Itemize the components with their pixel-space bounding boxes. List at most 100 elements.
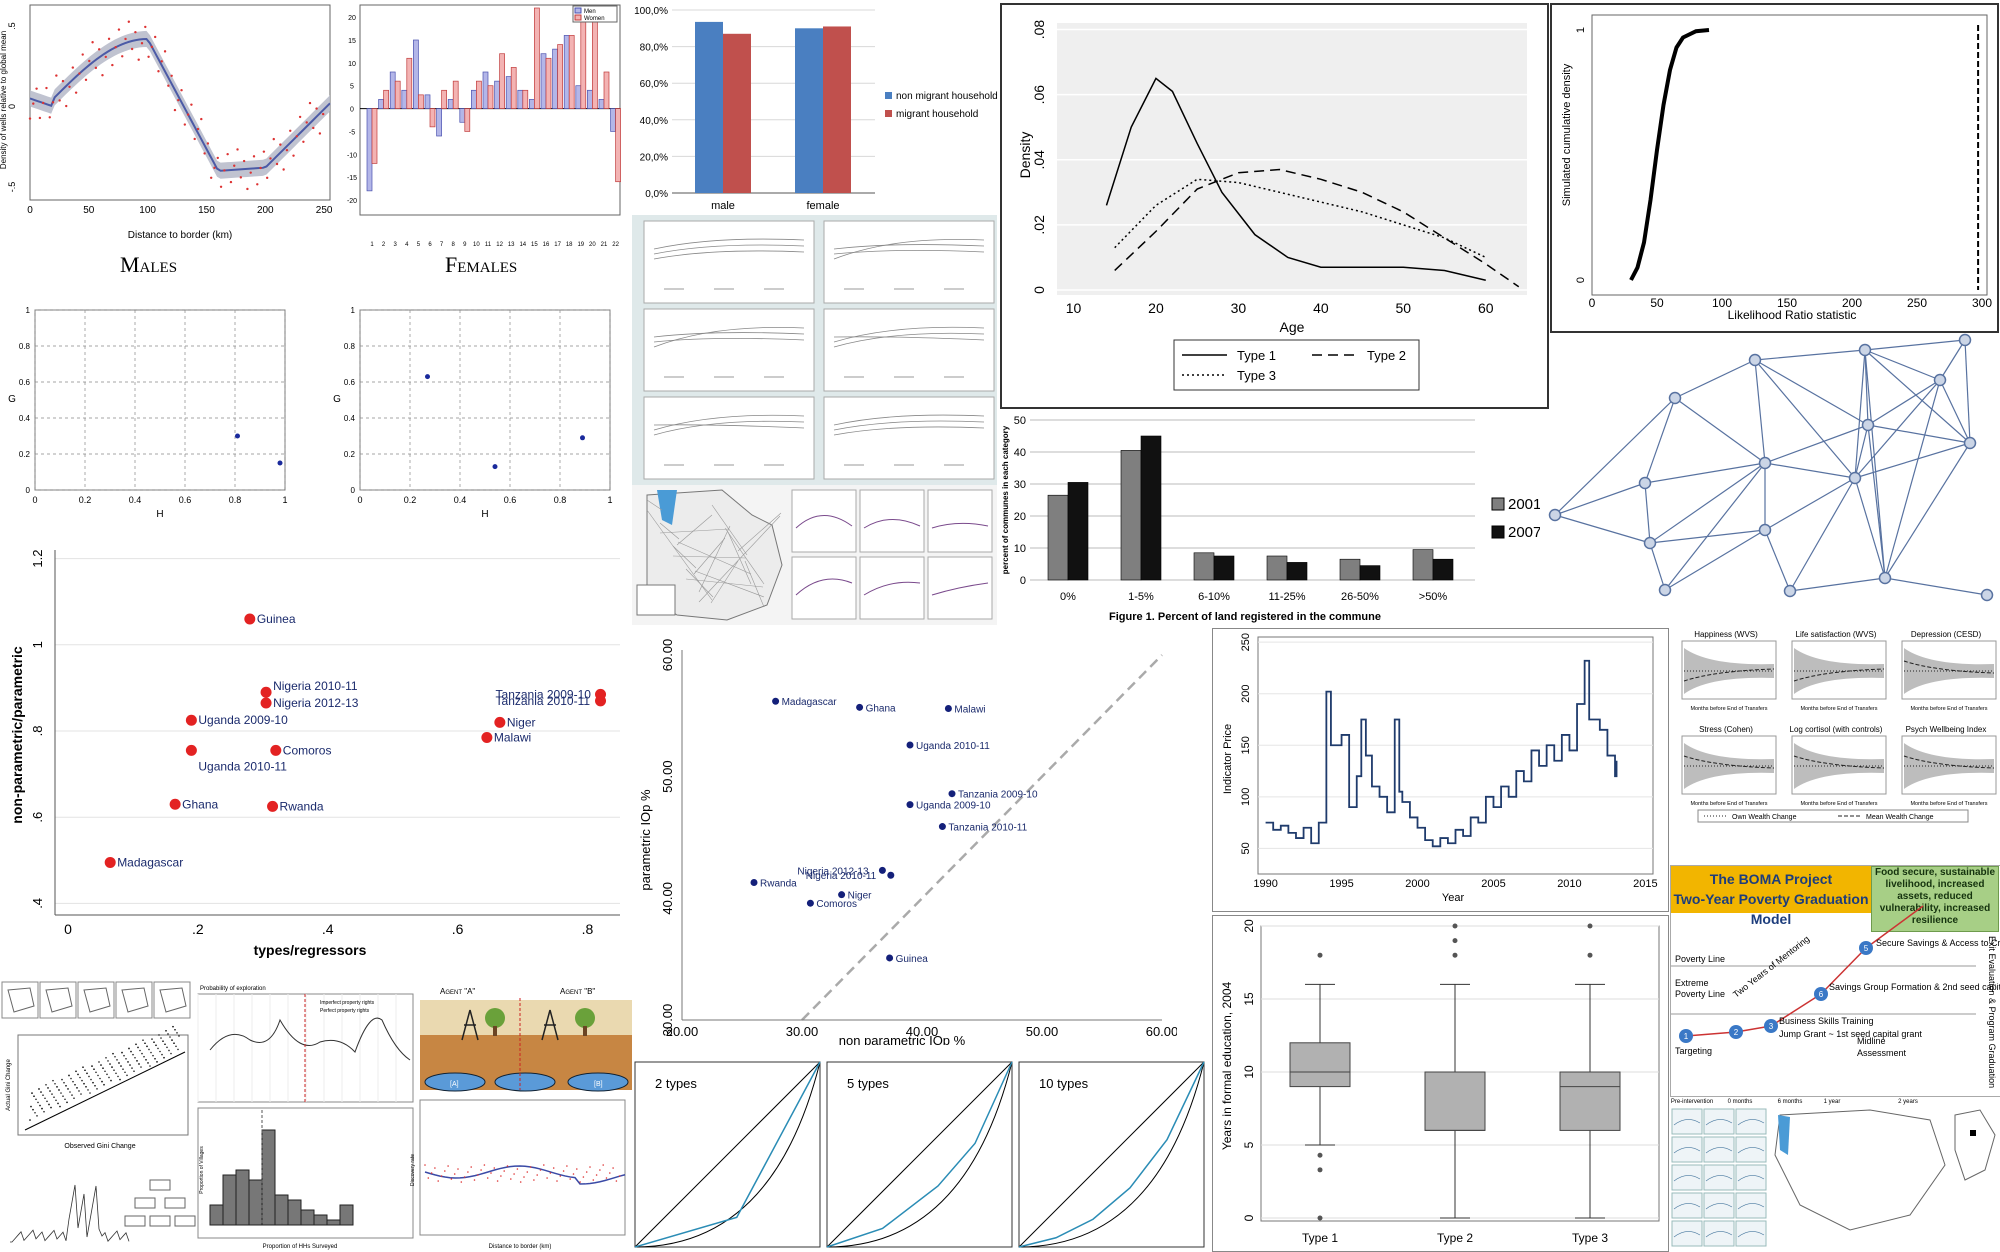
data-point — [167, 1033, 169, 1035]
gh-left-chart: 0 0.2 0.4 0.6 0.8 1 0 0.2 0.4 0.6 0.8 1 H G — [8, 306, 287, 520]
histogram-bar — [313, 1214, 328, 1226]
data-point — [166, 1046, 168, 1049]
data-point — [592, 1179, 595, 1181]
point-label: Niger — [848, 891, 873, 902]
males-chart-panel: 0 50 100 150 200 250 .5 0 -.5 Distance to border … — [0, 0, 340, 285]
data-point — [66, 1101, 68, 1104]
data-point — [146, 1045, 148, 1048]
y-tick-label: 250 — [1240, 633, 1252, 651]
network-edge — [1964, 339, 1971, 444]
data-point — [500, 1175, 502, 1177]
data-point — [157, 1047, 159, 1050]
data-point — [444, 1170, 446, 1172]
data-point — [59, 1105, 61, 1108]
x-axis-label: Distance to border (km) — [128, 230, 232, 241]
x-tick-label: 2010 — [1557, 878, 1581, 890]
tree-trunk — [493, 1026, 497, 1036]
data-point — [129, 1064, 131, 1066]
region-border — [724, 527, 765, 585]
data-point — [45, 86, 48, 90]
y-tick-label: 40,0% — [640, 116, 668, 127]
data-point — [68, 1074, 70, 1077]
tree-trunk — [583, 1026, 587, 1036]
iop-compare-chart: 20.00 30.00 40.00 50.00 60.0030.0040.0050.00… — [638, 639, 1177, 1045]
data-point — [236, 148, 239, 151]
data-point — [559, 1175, 562, 1177]
mini-line — [833, 414, 985, 426]
data-point — [116, 1059, 118, 1061]
males-title: Males — [120, 252, 178, 277]
region-border — [710, 560, 739, 604]
confidence-band — [30, 30, 330, 179]
panel-title: Log cortisol (with controls) — [1790, 725, 1883, 734]
thumbnail-line — [1673, 1119, 1701, 1126]
data-point — [106, 1073, 108, 1076]
step-label: Secure Savings & Access to Credit — [1876, 938, 2000, 948]
y-tick-label: 5 — [350, 84, 354, 91]
x-axis-label: Age — [1280, 319, 1305, 335]
data-point — [110, 1079, 112, 1082]
y-axis-label: Density of wells relative to global mean — [0, 31, 8, 169]
equality-line — [826, 1061, 1013, 1248]
data-point — [49, 1090, 51, 1092]
data-point — [97, 1074, 99, 1077]
step-node — [1814, 987, 1828, 1001]
data-point — [580, 435, 585, 441]
lake — [657, 490, 677, 525]
data-point — [618, 1175, 621, 1177]
data-point — [156, 1061, 158, 1063]
data-point — [137, 1046, 139, 1049]
data-point — [83, 1082, 85, 1085]
region-label: [A] — [450, 1081, 459, 1088]
data-point — [133, 1070, 135, 1072]
data-point — [131, 1067, 133, 1069]
network-node — [1643, 536, 1657, 550]
data-point — [31, 1092, 33, 1094]
data-point — [71, 1094, 73, 1096]
bar-women — [383, 89, 389, 109]
x-tick-label: 20 — [1148, 300, 1164, 316]
x-axis-label: H — [481, 509, 488, 520]
thumbnail-line — [1737, 1119, 1765, 1126]
data-point — [260, 686, 272, 698]
x-tick-label: 1 — [370, 242, 374, 248]
data-point — [493, 1167, 496, 1169]
data-point — [43, 1110, 45, 1113]
timeline-label: 0 months — [1728, 1099, 1753, 1105]
data-point — [112, 1052, 114, 1055]
data-point — [267, 800, 279, 812]
x-tick-label: .2 — [192, 921, 204, 937]
plot-frame — [1591, 14, 1988, 296]
data-point — [269, 157, 272, 160]
legend-swatch — [885, 110, 892, 117]
data-point — [127, 20, 131, 23]
x-tick-label: 13 — [508, 242, 515, 248]
arrow-line — [1865, 905, 1924, 949]
step-number: 1 — [1684, 1032, 1689, 1041]
mini-map-shape — [121, 987, 149, 1013]
legend-label: Mean Wealth Change — [1866, 814, 1934, 821]
x-axis-label: Months before End of Transfers — [1800, 801, 1877, 807]
data-point — [90, 1078, 92, 1081]
data-point — [216, 156, 219, 160]
data-point — [125, 1058, 127, 1060]
mini-panel — [643, 220, 815, 304]
data-point — [91, 1065, 93, 1067]
x-tick-label: 0.8 — [229, 495, 242, 505]
data-point — [82, 1066, 84, 1068]
x-tick-label: 19 — [577, 242, 584, 248]
y-tick-label: 0.8 — [19, 342, 31, 351]
data-point — [89, 1092, 91, 1094]
gh-left-panel: 0 0.2 0.4 0.6 0.8 1 0 0.2 0.4 0.6 0.8 1 H G — [0, 300, 300, 525]
data-point — [585, 1171, 588, 1173]
box — [1424, 1071, 1486, 1131]
data-point — [113, 1069, 115, 1071]
iop-types-chart: .4 .6 .8 1 1.2 0 .2 .4 .6 .8 types/regressors non-p… — [9, 550, 620, 958]
x-category-label: 1-5% — [1128, 591, 1154, 603]
data-point — [127, 1061, 129, 1063]
bar-men — [459, 108, 466, 123]
data-point — [169, 1036, 171, 1038]
data-point — [526, 1171, 529, 1173]
data-point — [71, 66, 75, 69]
